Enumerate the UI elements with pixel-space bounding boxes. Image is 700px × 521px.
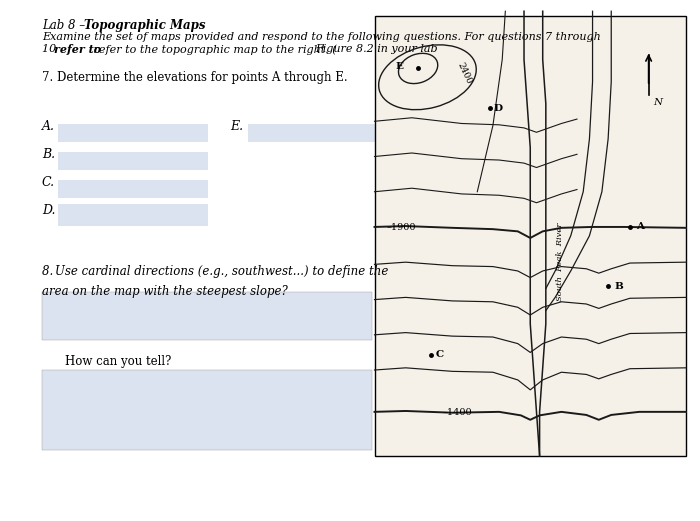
Text: refer to the topographic map to the right. (: refer to the topographic map to the righ…	[90, 44, 337, 55]
Bar	[374, 16, 686, 456]
Bar	[42, 370, 372, 450]
Text: A.: A.	[42, 120, 55, 133]
Bar	[248, 124, 398, 142]
Bar	[42, 292, 372, 340]
Text: Examine the set of maps provided and respond to the following questions. For que: Examine the set of maps provided and res…	[42, 32, 601, 42]
Bar	[58, 124, 208, 142]
Text: –1400: –1400	[443, 408, 473, 417]
Bar	[58, 152, 208, 170]
Text: A: A	[636, 222, 644, 231]
Text: 8.: 8.	[42, 265, 57, 278]
Text: 2400: 2400	[456, 60, 473, 85]
Text: Figure 8.2 in your lab: Figure 8.2 in your lab	[315, 44, 438, 54]
Text: refer to: refer to	[54, 44, 101, 55]
Text: D.: D.	[42, 204, 55, 217]
Text: South  Peak  River: South Peak River	[556, 223, 564, 301]
Text: 7. Determine the elevations for points A through E.: 7. Determine the elevations for points A…	[42, 71, 348, 84]
Text: C: C	[435, 350, 444, 359]
Text: B.: B.	[42, 148, 55, 161]
Text: How can you tell?: How can you tell?	[65, 355, 172, 368]
Text: area on the map with the steepest slope?: area on the map with the steepest slope?	[42, 285, 288, 298]
Text: 10: 10	[42, 44, 60, 54]
Bar	[58, 180, 208, 198]
Text: D: D	[494, 104, 503, 113]
Bar	[58, 204, 208, 226]
Text: E.: E.	[230, 120, 243, 133]
Text: B: B	[614, 282, 623, 291]
Text: E: E	[395, 62, 403, 71]
Text: Use cardinal directions (e.g., southwest...) to define the: Use cardinal directions (e.g., southwest…	[55, 265, 389, 278]
Text: N: N	[654, 98, 663, 107]
Text: Lab 8 –: Lab 8 –	[42, 19, 89, 32]
Text: Topographic Maps: Topographic Maps	[84, 19, 206, 32]
Text: C.: C.	[42, 176, 55, 189]
Text: –1900: –1900	[387, 224, 416, 232]
